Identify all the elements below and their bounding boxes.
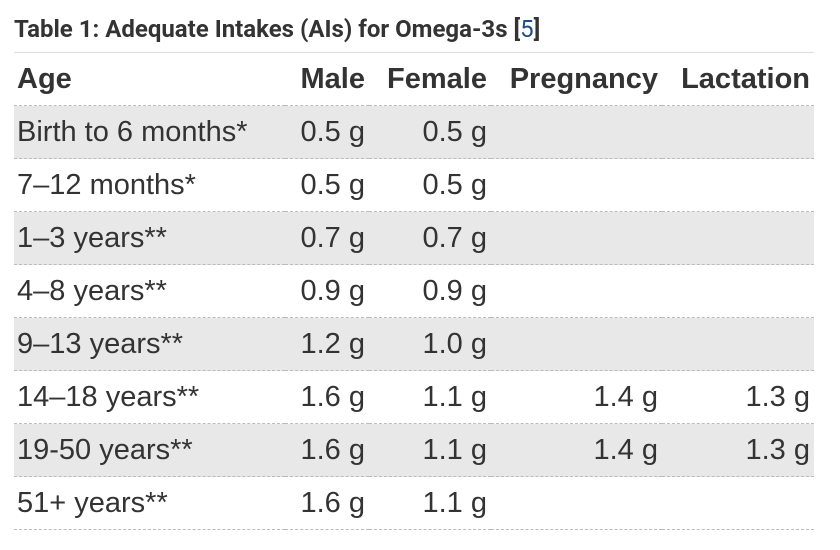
table-cell xyxy=(491,317,662,371)
table-row: 51+ years** 1.6 g 1.1 g xyxy=(14,476,814,530)
table-cell xyxy=(662,211,814,265)
table-cell: 1–3 years** xyxy=(14,211,285,265)
intake-table: Age Male Female Pregnancy Lactation Birth to… xyxy=(14,53,814,530)
table-cell xyxy=(491,211,662,265)
table-row: 4–8 years** 0.9 g 0.9 g xyxy=(14,264,814,318)
table-cell: 0.9 g xyxy=(285,264,369,318)
header-row: Age Male Female Pregnancy Lactation xyxy=(14,53,814,106)
table-body: Birth to 6 months* 0.5 g 0.5 g 7–12 months*… xyxy=(14,105,814,530)
table-cell: 0.5 g xyxy=(369,158,491,212)
table-cell: 1.6 g xyxy=(285,370,369,424)
table-cell: 0.5 g xyxy=(285,158,369,212)
table-cell: 0.5 g xyxy=(285,105,369,159)
table-cell: 1.4 g xyxy=(491,370,662,424)
table-cell xyxy=(491,476,662,530)
caption: Table 1: Adequate Intakes (AIs) for Omeg… xyxy=(14,0,814,53)
table-cell: 9–13 years** xyxy=(14,317,285,371)
table-cell xyxy=(662,158,814,212)
table-cell: 0.7 g xyxy=(285,211,369,265)
column-header: Pregnancy xyxy=(491,53,662,106)
table-cell: 4–8 years** xyxy=(14,264,285,318)
table-cell: 1.0 g xyxy=(369,317,491,371)
table-cell: 19-50 years** xyxy=(14,423,285,477)
table-row: Birth to 6 months* 0.5 g 0.5 g xyxy=(14,105,814,159)
column-header: Female xyxy=(369,53,491,106)
table-cell xyxy=(662,476,814,530)
table-cell: 1.1 g xyxy=(369,423,491,477)
table-row: 19-50 years** 1.6 g 1.1 g 1.4 g 1.3 g xyxy=(14,423,814,477)
table-row: 14–18 years** 1.6 g 1.1 g 1.4 g 1.3 g xyxy=(14,370,814,424)
table-cell: 51+ years** xyxy=(14,476,285,530)
caption-text: ] xyxy=(533,15,541,43)
column-header: Lactation xyxy=(662,53,814,106)
table-cell: 1.4 g xyxy=(491,423,662,477)
table-cell: 1.1 g xyxy=(369,370,491,424)
table-cell xyxy=(491,264,662,318)
table-cell: 0.7 g xyxy=(369,211,491,265)
table-cell: 0.5 g xyxy=(369,105,491,159)
table-cell xyxy=(662,317,814,371)
table-cell: 1.1 g xyxy=(369,476,491,530)
table-cell: 14–18 years** xyxy=(14,370,285,424)
reference-link[interactable]: 5 xyxy=(520,15,534,43)
table-cell: 1.2 g xyxy=(285,317,369,371)
table-container: Table 1: Adequate Intakes (AIs) for Omeg… xyxy=(14,0,814,530)
table-cell: Birth to 6 months* xyxy=(14,105,285,159)
table-row: 9–13 years** 1.2 g 1.0 g xyxy=(14,317,814,371)
table-cell: 0.9 g xyxy=(369,264,491,318)
table-cell xyxy=(662,105,814,159)
column-header: Age xyxy=(14,53,285,106)
table-cell: 1.6 g xyxy=(285,423,369,477)
table-row: 7–12 months* 0.5 g 0.5 g xyxy=(14,158,814,212)
table-cell: 7–12 months* xyxy=(14,158,285,212)
table-row: 1–3 years** 0.7 g 0.7 g xyxy=(14,211,814,265)
table-cell: 1.6 g xyxy=(285,476,369,530)
table-cell xyxy=(491,158,662,212)
table-cell xyxy=(662,264,814,318)
table-cell xyxy=(491,105,662,159)
table-cell: 1.3 g xyxy=(662,423,814,477)
table-cell: 1.3 g xyxy=(662,370,814,424)
caption-text: Table 1: Adequate Intakes (AIs) for Omeg… xyxy=(14,15,521,43)
column-header: Male xyxy=(285,53,369,106)
